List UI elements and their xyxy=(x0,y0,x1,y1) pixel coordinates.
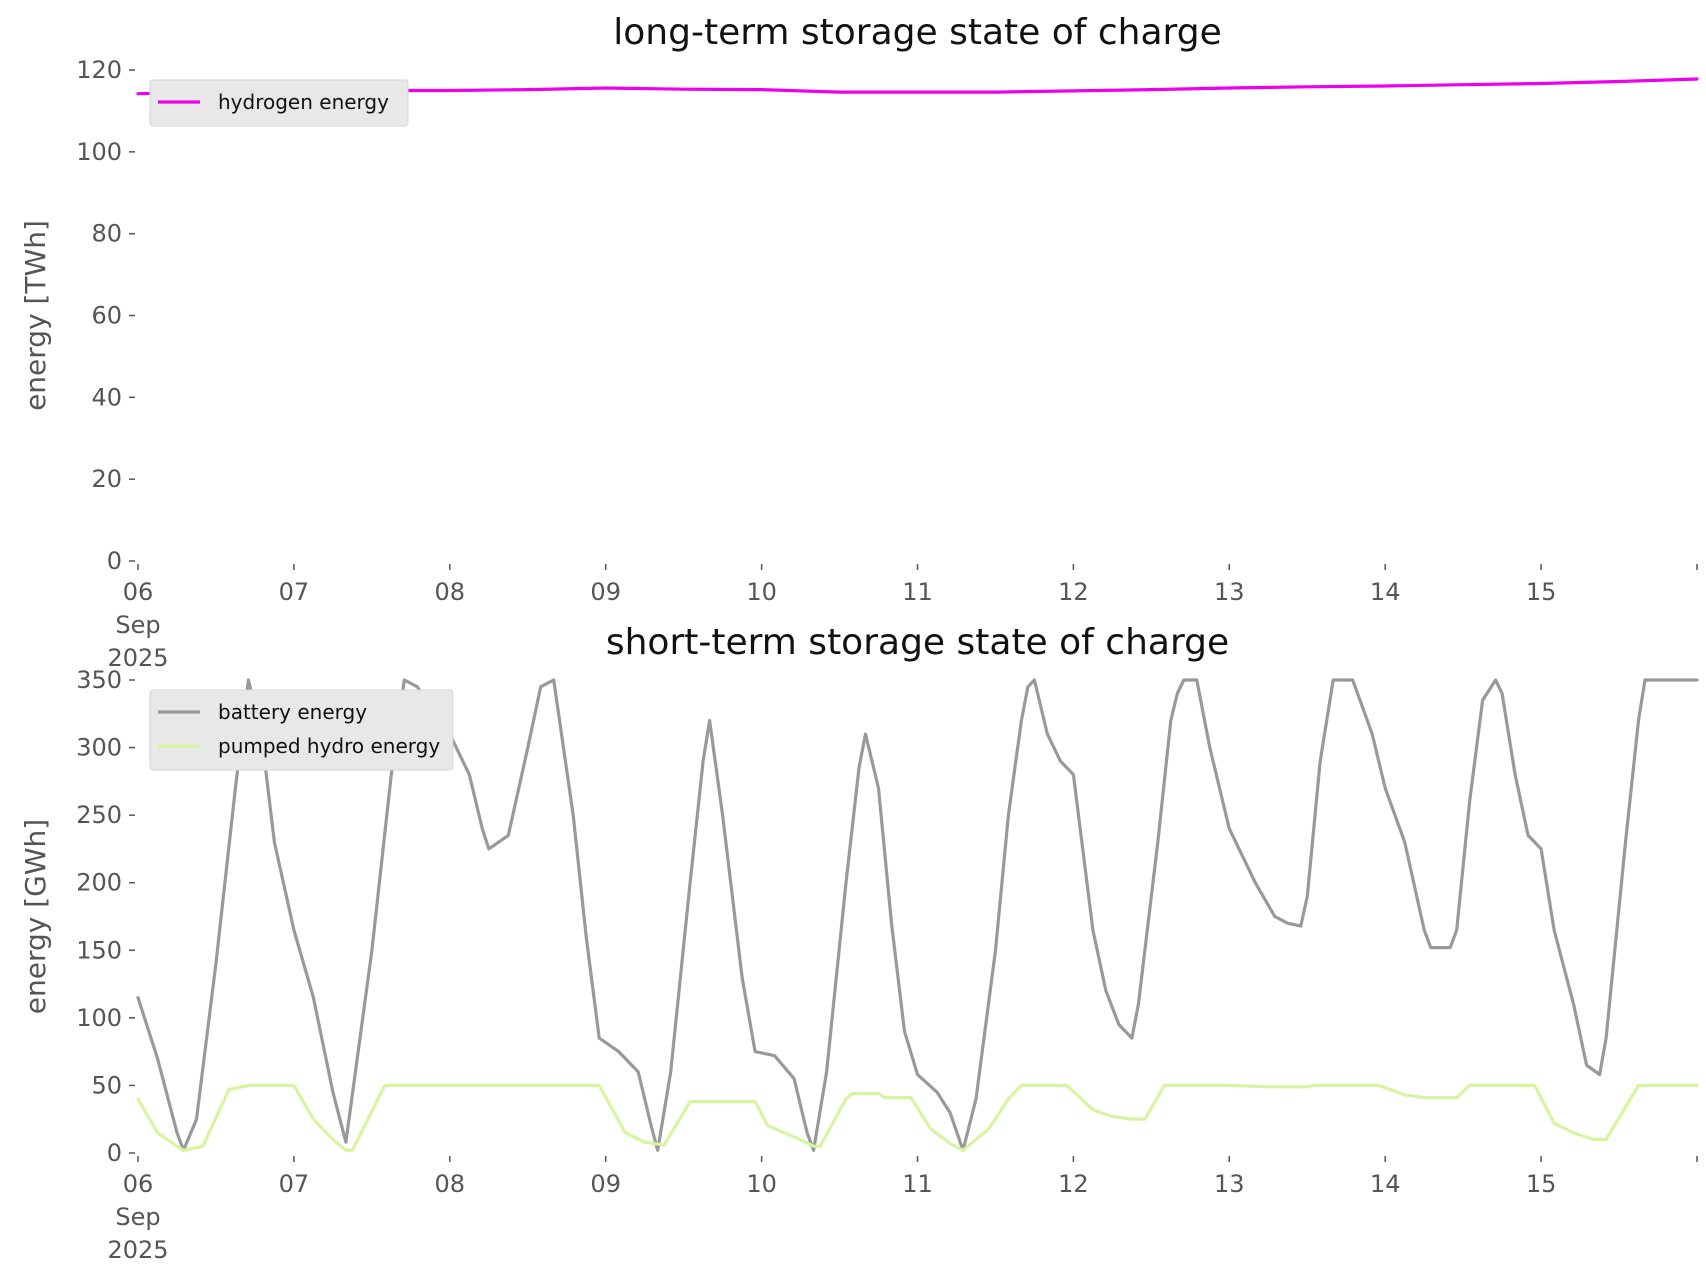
x-tick-label: 2025 xyxy=(107,644,168,672)
x-tick-label: 08 xyxy=(435,578,466,606)
y-axis-label: energy [GWh] xyxy=(19,819,52,1014)
x-tick-label: 07 xyxy=(279,578,310,606)
legend: battery energy pumped hydro energy xyxy=(149,689,454,771)
y-tick-label: 350 xyxy=(76,666,122,694)
legend: hydrogen energy xyxy=(149,79,409,127)
x-tick-label: 13 xyxy=(1214,578,1245,606)
y-tick-label: 250 xyxy=(76,801,122,829)
y-tick-label: 300 xyxy=(76,734,122,762)
chart-title: short-term storage state of charge xyxy=(606,622,1229,663)
legend-entry: pumped hydro energy xyxy=(218,734,440,758)
x-tick-label: 08 xyxy=(435,1170,466,1198)
x-tick-label: 12 xyxy=(1058,1170,1089,1198)
chart-panel-1: long-term storage state of charge energy … xyxy=(19,12,1699,672)
x-tick-label: 14 xyxy=(1370,1170,1401,1198)
x-tick-label: 10 xyxy=(746,578,777,606)
x-tick-label: 10 xyxy=(746,1170,777,1198)
x-tick-label: 15 xyxy=(1526,1170,1557,1198)
legend-box xyxy=(149,689,454,771)
y-tick-label: 0 xyxy=(107,547,122,575)
y-tick-label: 80 xyxy=(91,220,122,248)
chart-title: long-term storage state of charge xyxy=(613,12,1221,53)
x-tick-label: Sep xyxy=(115,1203,160,1231)
series-line-pumped-hydro-energy xyxy=(136,1083,1699,1152)
x-tick-label: 11 xyxy=(902,1170,933,1198)
y-tick-label: 100 xyxy=(76,1004,122,1032)
x-tick-label: 14 xyxy=(1370,578,1401,606)
x-tick-label: 12 xyxy=(1058,578,1089,606)
y-tick-label: 120 xyxy=(76,56,122,84)
x-tick-label: 09 xyxy=(590,1170,621,1198)
x-tick-label: 06 xyxy=(123,1170,154,1198)
x-tick-label: 07 xyxy=(279,1170,310,1198)
x-tick-label: 2025 xyxy=(107,1236,168,1264)
y-tick-label: 60 xyxy=(91,302,122,330)
y-tick-label: 100 xyxy=(76,138,122,166)
legend-entry: battery energy xyxy=(218,700,367,724)
x-tick-label: 11 xyxy=(902,578,933,606)
y-tick-label: 40 xyxy=(91,383,122,411)
y-tick-label: 20 xyxy=(91,465,122,493)
y-tick-label: 150 xyxy=(76,936,122,964)
y-tick-label: 0 xyxy=(107,1139,122,1167)
x-tick-label: 13 xyxy=(1214,1170,1245,1198)
x-tick-label: Sep xyxy=(115,611,160,639)
y-tick-label: 200 xyxy=(76,869,122,897)
x-tick-label: 06 xyxy=(123,578,154,606)
y-tick-label: 50 xyxy=(91,1071,122,1099)
x-tick-label: 09 xyxy=(590,578,621,606)
y-axis-label: energy [TWh] xyxy=(19,220,52,411)
chart-panel-2: short-term storage state of charge energy… xyxy=(19,622,1699,1264)
legend-box xyxy=(149,79,409,127)
x-tick-label: 15 xyxy=(1526,578,1557,606)
legend-entry: hydrogen energy xyxy=(218,90,389,114)
